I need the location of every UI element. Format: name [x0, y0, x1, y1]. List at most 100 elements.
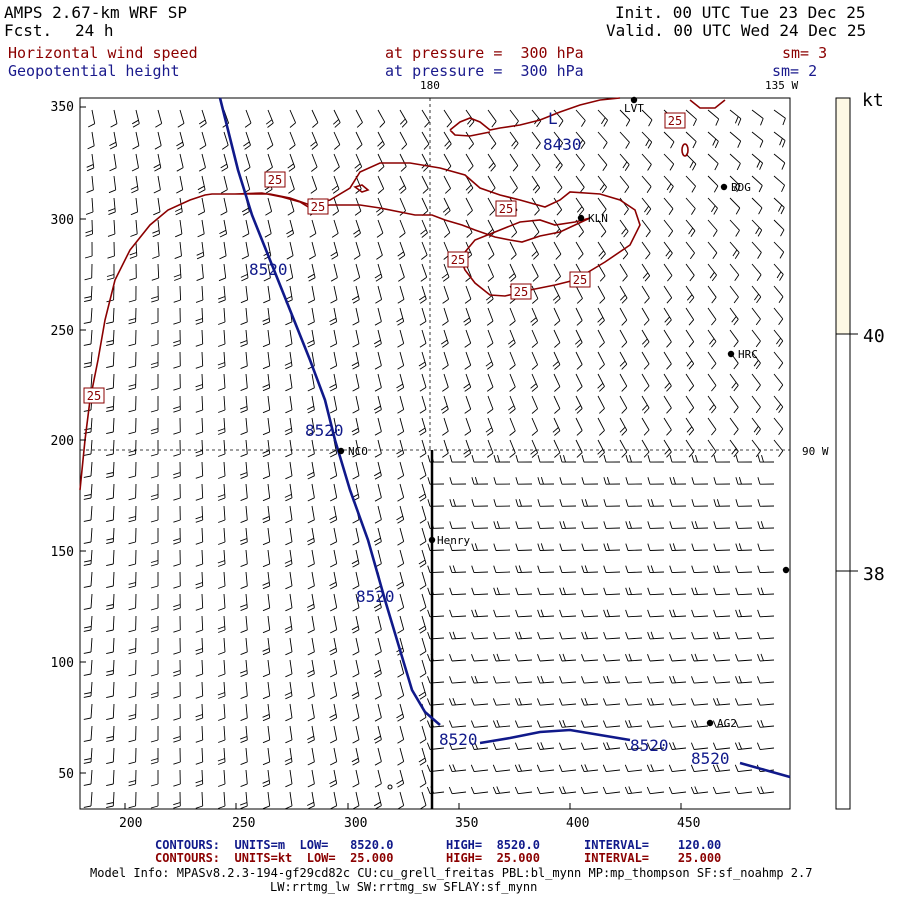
wind-barb — [712, 720, 731, 728]
wind-barb — [553, 307, 561, 326]
wind-barb — [332, 197, 340, 216]
wind-barb — [195, 593, 204, 611]
wind-barb — [619, 395, 628, 414]
wind-barb — [398, 175, 407, 194]
wind-barb — [707, 219, 718, 237]
wind-barb — [329, 637, 338, 656]
wind-barb — [285, 769, 293, 788]
wind-barb — [374, 637, 382, 656]
wind-barb — [106, 571, 115, 589]
wind-barb — [418, 549, 427, 568]
wind-barb — [373, 725, 382, 744]
x-tick: 350 — [455, 816, 478, 831]
wind-barb — [537, 454, 555, 463]
wind-barb — [470, 742, 489, 750]
wind-barb — [173, 637, 181, 655]
wind-barb — [707, 197, 718, 215]
wind-barb — [128, 747, 137, 765]
wind-barb — [173, 593, 181, 611]
wind-barb — [581, 631, 599, 640]
wind-barb — [553, 197, 563, 216]
wind-barb — [581, 587, 599, 596]
wind-barb — [329, 329, 338, 348]
wind-barb — [487, 131, 497, 150]
speed-label: 25 — [268, 173, 282, 187]
wind-barb — [195, 659, 204, 677]
speed-label: 25 — [668, 114, 682, 128]
wind-barb — [509, 439, 516, 458]
wind-barb — [514, 764, 533, 773]
wind-barb — [329, 351, 338, 370]
wind-barb — [265, 197, 273, 216]
wind-barb — [128, 395, 137, 413]
wind-barb — [285, 505, 293, 524]
lon-label-180: 180 — [420, 79, 440, 92]
wind-barb — [624, 786, 643, 795]
wind-barb — [756, 786, 775, 795]
height-label: 8520 — [439, 730, 478, 749]
wind-barb — [153, 175, 161, 194]
wind-barb — [735, 476, 753, 485]
wind-barb — [575, 285, 583, 304]
wind-barb — [374, 703, 382, 722]
wind-barb — [106, 264, 115, 281]
wind-barb — [150, 396, 159, 413]
wind-barb — [574, 329, 583, 348]
wind-barb — [218, 461, 226, 479]
wind-barb — [624, 698, 643, 706]
wind-barb — [669, 565, 687, 574]
wind-barb — [486, 329, 494, 348]
wind-barb — [375, 197, 384, 216]
init-time: Init. 00 UTC Tue 23 Dec 25 — [615, 3, 866, 22]
wind-barb — [647, 521, 665, 529]
wind-barb — [240, 659, 248, 678]
wind-barb — [756, 698, 775, 706]
wind-barb — [307, 703, 315, 722]
wind-barb — [128, 307, 137, 325]
wind-barb — [625, 477, 643, 485]
wind-barb — [463, 439, 472, 458]
wind-barb — [449, 609, 467, 618]
wind-barb — [376, 241, 383, 260]
wind-barb — [509, 417, 516, 436]
wind-barb — [647, 609, 665, 618]
wind-barb — [289, 131, 296, 150]
wind-barb — [128, 417, 137, 435]
wind-barb — [669, 609, 687, 618]
wind-barb — [352, 769, 360, 788]
wind-barb — [83, 329, 93, 346]
wind-barb — [427, 676, 445, 684]
wind-barb — [307, 263, 316, 282]
wind-barb — [419, 439, 427, 458]
wind-barb — [199, 131, 207, 150]
wind-barb — [707, 307, 717, 326]
wind-barb — [685, 417, 695, 436]
wind-barb — [329, 571, 338, 590]
wind-barb — [288, 175, 295, 194]
wind-barb — [575, 417, 583, 436]
station-label-kln: KLN — [588, 212, 608, 225]
wind-barb — [729, 329, 739, 348]
wind-barb — [155, 109, 163, 128]
wind-barb — [398, 263, 405, 282]
wind-barb — [150, 616, 159, 633]
wind-barb — [471, 631, 489, 640]
wind-barb — [373, 395, 382, 414]
wind-barb — [509, 307, 516, 326]
wind-barb — [690, 720, 709, 728]
wind-barb — [464, 417, 472, 436]
wind-barb — [195, 725, 204, 743]
wind-barb — [441, 263, 450, 282]
wind-barb — [729, 285, 739, 304]
wind-barb — [773, 329, 784, 348]
wind-barb — [220, 197, 228, 216]
wind-barb — [240, 417, 248, 436]
wind-barb — [262, 659, 271, 678]
wind-barb — [559, 653, 577, 662]
wind-barb — [663, 131, 675, 149]
wind-barb — [262, 747, 271, 766]
wind-barb — [197, 175, 206, 194]
wind-barb — [397, 593, 405, 612]
y-tick: 50 — [58, 767, 74, 782]
wind-barb — [285, 439, 293, 458]
